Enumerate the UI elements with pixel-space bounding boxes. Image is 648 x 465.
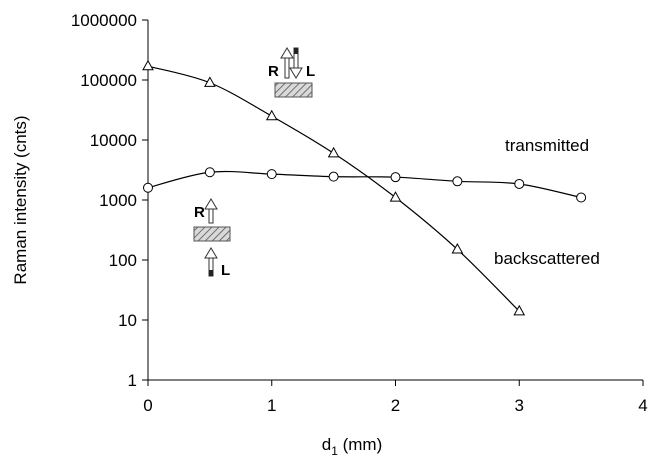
y-ticks: 1 10 100 1000 10000 100000 1000000 bbox=[71, 11, 148, 390]
data-point-transmitted bbox=[266, 169, 277, 180]
y-tick-label: 10000 bbox=[90, 131, 137, 150]
x-ticks: 0 1 2 3 4 bbox=[143, 380, 648, 415]
data-point-backscattered bbox=[265, 109, 278, 121]
data-point-transmitted bbox=[204, 167, 215, 178]
y-tick-label: 100 bbox=[109, 251, 137, 270]
data-point-transmitted bbox=[514, 178, 525, 189]
y-tick-label: 1 bbox=[128, 371, 137, 390]
inset-bottom-R-label: R bbox=[194, 204, 205, 221]
data-point-transmitted bbox=[328, 171, 339, 182]
x-axis-title: d1 (mm) bbox=[322, 435, 383, 458]
data-point-backscattered bbox=[513, 304, 526, 316]
inset-top-R-label: R bbox=[268, 63, 279, 80]
y-tick-label: 1000 bbox=[99, 191, 137, 210]
data-point-backscattered bbox=[389, 191, 402, 202]
x-tick-label: 3 bbox=[515, 396, 524, 415]
data-point-backscattered bbox=[451, 243, 464, 254]
inset-top-up-arrow-icon bbox=[280, 47, 294, 79]
x-tick-label: 1 bbox=[267, 396, 276, 415]
x-axis-title-unit: (mm) bbox=[338, 435, 382, 454]
data-point-transmitted bbox=[390, 172, 401, 183]
inset-top: R L bbox=[268, 47, 315, 98]
data-point-transmitted bbox=[452, 176, 463, 187]
y-tick-label: 10 bbox=[118, 311, 137, 330]
series-label-backscattered: backscattered bbox=[494, 249, 600, 268]
inset-top-sample bbox=[274, 82, 313, 98]
inset-bottom-up-arrow-icon bbox=[204, 198, 218, 224]
x-axis-title-main: d bbox=[322, 435, 331, 454]
data-point-backscattered bbox=[142, 59, 154, 71]
data-point-transmitted bbox=[143, 182, 153, 193]
series-markers bbox=[142, 59, 587, 316]
series-label-transmitted: transmitted bbox=[505, 136, 589, 155]
inset-bottom-sample bbox=[193, 226, 231, 242]
y-tick-label: 1000000 bbox=[71, 11, 137, 30]
data-point-backscattered bbox=[204, 76, 216, 87]
y-tick-label: 100000 bbox=[80, 71, 137, 90]
x-tick-label: 0 bbox=[143, 396, 152, 415]
inset-bottom: R L bbox=[193, 198, 231, 279]
data-point-backscattered bbox=[327, 146, 340, 158]
y-axis-title: Raman intensity (cnts) bbox=[11, 115, 30, 284]
inset-bottom-L-label: L bbox=[221, 262, 230, 279]
inset-top-down-arrow-icon bbox=[289, 47, 303, 79]
series-line-backscattered bbox=[147, 65, 520, 312]
x-axis-title-subscript: 1 bbox=[331, 444, 338, 458]
data-point-transmitted bbox=[576, 192, 587, 203]
x-tick-label: 4 bbox=[638, 396, 647, 415]
inset-bottom-laser-arrow-icon bbox=[204, 247, 218, 277]
x-tick-label: 2 bbox=[391, 396, 400, 415]
inset-top-L-label: L bbox=[306, 63, 315, 80]
